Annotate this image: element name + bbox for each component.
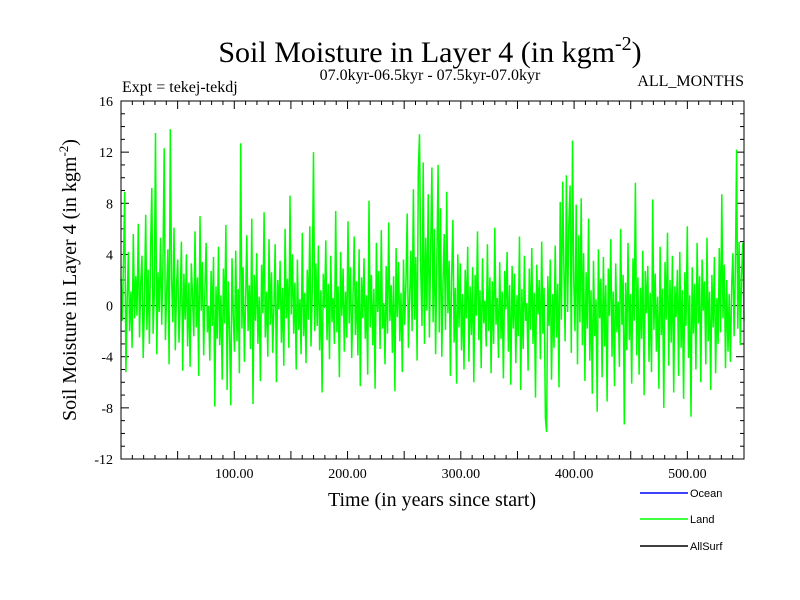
- y-tick-label: 0: [106, 300, 113, 315]
- legend-ocean-label: Ocean: [690, 488, 722, 500]
- plot-area: -12 -8 -4 0 4 8 12 16 100.00 200.00 300.00 400.00 50…: [94, 95, 745, 482]
- x-tick-label: 300.00: [442, 467, 481, 482]
- y-tick-label: 16: [99, 95, 113, 110]
- period-label: 07.0kyr-06.5kyr - 07.5kyr-07.0kyr: [320, 67, 541, 84]
- plot-frame: [120, 100, 745, 460]
- experiment-label: Expt = tekej-tekdj: [122, 79, 238, 96]
- months-label: ALL_MONTHS: [637, 73, 744, 90]
- y-axis-label: Soil Moisture in Layer 4 (in kgm-2): [56, 139, 81, 421]
- legend-allsurf-label: AllSurf: [690, 541, 723, 553]
- axis-tick-labels: -12 -8 -4 0 4 8 12 16 100.00 200.00 300.00 400.00 50…: [94, 95, 706, 482]
- x-tick-label: 500.00: [668, 467, 707, 482]
- legend-land-label: Land: [690, 514, 714, 526]
- chart-title: Soil Moisture in Layer 4 (in kgm-2): [218, 33, 641, 69]
- y-tick-label: -4: [101, 351, 113, 366]
- x-tick-label: 200.00: [328, 467, 367, 482]
- y-tick-label: -12: [94, 453, 113, 468]
- x-axis-label: Time (in years since start): [328, 489, 536, 511]
- axis-ticks: [121, 100, 744, 460]
- y-tick-label: -8: [101, 402, 113, 417]
- x-tick-label: 100.00: [215, 467, 254, 482]
- legend: Ocean Land AllSurf: [640, 488, 723, 553]
- y-tick-label: 4: [106, 248, 113, 263]
- series-line-land: [120, 129, 745, 433]
- y-tick-label: 8: [106, 197, 113, 212]
- y-tick-label: 12: [99, 146, 113, 161]
- x-tick-label: 400.00: [555, 467, 594, 482]
